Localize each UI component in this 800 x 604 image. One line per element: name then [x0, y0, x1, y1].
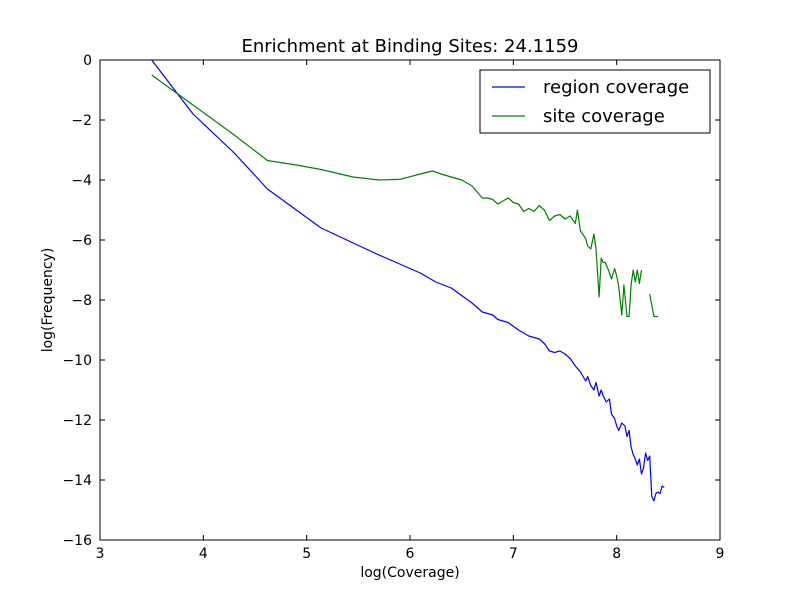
- x-tick-label: 8: [612, 546, 621, 562]
- y-tick-label: −14: [62, 473, 92, 489]
- legend-label: region coverage: [543, 77, 689, 98]
- chart-title: Enrichment at Binding Sites: 24.1159: [242, 36, 579, 57]
- axis-ticks: 3 4 5 6 7 8 9 0 −2 −4 −6 −8 −10 −12 −14 −16: [62, 53, 724, 562]
- y-tick-label: −8: [71, 293, 92, 309]
- y-tick-label: −12: [62, 413, 92, 429]
- y-tick-label: −6: [71, 233, 92, 249]
- y-tick-label: −4: [71, 173, 92, 189]
- x-tick-label: 3: [96, 546, 105, 562]
- y-tick-label: −2: [71, 113, 92, 129]
- series-line-site-coverage: [151, 74, 643, 318]
- x-tick-label: 5: [302, 546, 311, 562]
- y-tick-label: −16: [62, 533, 92, 549]
- y-tick-label: −10: [62, 353, 92, 369]
- x-axis-label: log(Coverage): [360, 565, 459, 581]
- legend-box: [479, 69, 711, 134]
- legend: region coverage site coverage: [479, 69, 711, 134]
- legend-label: site coverage: [543, 106, 665, 127]
- x-tick-label: 9: [716, 546, 725, 562]
- series-line-site-coverage: [649, 293, 658, 318]
- series-line-region-coverage: [151, 59, 665, 502]
- y-axis-label: log(Frequency): [40, 248, 56, 353]
- series-layer: [151, 59, 665, 502]
- x-tick-label: 7: [509, 546, 518, 562]
- x-tick-label: 6: [406, 546, 415, 562]
- y-tick-label: 0: [83, 53, 92, 69]
- x-tick-label: 4: [199, 546, 208, 562]
